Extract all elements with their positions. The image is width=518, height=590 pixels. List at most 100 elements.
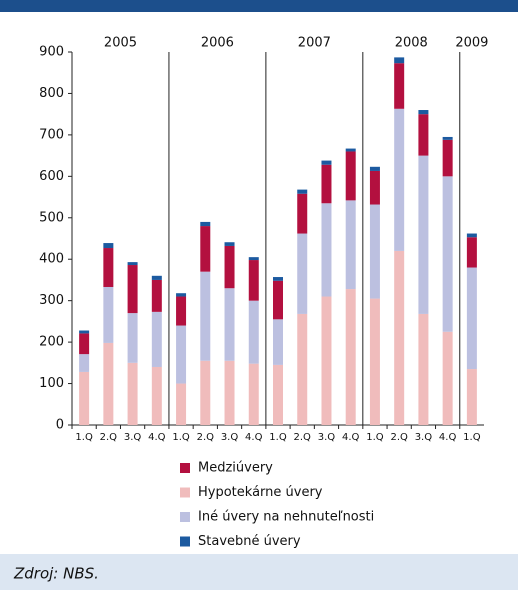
bar-segment	[466, 369, 477, 425]
legend-label: Medziúvery	[198, 461, 273, 476]
bar-segment	[369, 170, 380, 205]
bar-segment	[176, 325, 187, 384]
bar-segment	[103, 248, 114, 287]
y-tick-label: 300	[39, 293, 64, 308]
bar-segment	[369, 204, 380, 299]
y-tick-label: 200	[39, 335, 64, 350]
bar-segment	[200, 226, 211, 272]
x-tick-label: 4.Q	[439, 432, 457, 443]
bar-segment	[176, 296, 187, 326]
bar-segment	[103, 342, 114, 425]
bar-segment	[248, 260, 259, 301]
bar-segment	[273, 280, 283, 320]
bar-segment	[321, 160, 332, 165]
bar-segment	[442, 136, 453, 140]
legend-swatch	[180, 487, 190, 498]
bar-segment	[103, 243, 114, 249]
bar-segment	[273, 319, 283, 365]
bar-segment	[345, 148, 356, 152]
x-tick-label: 2.Q	[100, 432, 118, 443]
bar-segment	[151, 311, 162, 367]
legend-label: Hypotekárne úvery	[198, 485, 323, 500]
bar-segment	[321, 164, 332, 204]
bar-segment	[321, 203, 332, 297]
y-tick-label: 900	[39, 45, 64, 60]
bar-segment	[394, 57, 405, 64]
bar-segment	[176, 293, 187, 297]
bar-segment	[297, 189, 308, 194]
y-tick-label: 600	[39, 169, 64, 184]
bar-segment	[224, 288, 235, 361]
bar-segment	[224, 245, 235, 289]
bar-segment	[79, 330, 90, 334]
y-tick-label: 700	[39, 127, 64, 142]
bar-segment	[466, 233, 477, 238]
bar-segment	[369, 166, 380, 171]
bar-segment	[297, 193, 308, 234]
x-tick-label: 3.Q	[415, 432, 433, 443]
x-tick-label: 1.Q	[463, 432, 481, 443]
footer-band	[0, 554, 518, 590]
bar-segment	[151, 279, 162, 312]
bar-segment	[200, 271, 211, 361]
year-label: 2009	[455, 36, 488, 51]
bar-segment	[297, 313, 308, 425]
bar-segment	[127, 313, 138, 363]
x-tick-label: 4.Q	[245, 432, 263, 443]
bar-segment	[394, 108, 405, 251]
y-tick-label: 800	[39, 86, 64, 101]
source: Zdroj: NBS.	[13, 565, 99, 583]
bar-segment	[369, 298, 380, 425]
bar-segment	[200, 221, 211, 227]
bar-segment	[103, 286, 114, 343]
bar-segment	[127, 262, 138, 266]
bar-segment	[345, 289, 356, 425]
year-label: 2005	[104, 36, 137, 51]
bar-segment	[176, 383, 187, 425]
bar-segment	[273, 277, 283, 281]
bar-segment	[418, 155, 429, 314]
bar-segment	[224, 360, 235, 425]
bar-segment	[248, 257, 259, 261]
x-tick-label: 4.Q	[148, 432, 166, 443]
x-tick-label: 1.Q	[269, 432, 287, 443]
x-tick-label: 1.Q	[366, 432, 384, 443]
bar-segment	[79, 354, 90, 372]
bar-segment	[273, 364, 283, 425]
y-tick-label: 100	[39, 376, 64, 391]
x-tick-label: 2.Q	[390, 432, 408, 443]
bar-segment	[151, 275, 162, 280]
bar-segment	[442, 176, 453, 332]
bar-segment	[418, 114, 429, 156]
legend-swatch	[180, 512, 190, 522]
x-tick-label: 1.Q	[172, 432, 190, 443]
x-tick-label: 3.Q	[318, 432, 336, 443]
bar-segment	[394, 63, 405, 109]
bar-segment	[394, 250, 405, 425]
bar-segment	[345, 151, 356, 201]
y-tick-label: 0	[56, 418, 64, 433]
bar-segment	[248, 300, 259, 364]
bar-segment	[418, 313, 429, 425]
x-tick-label: 4.Q	[342, 432, 360, 443]
legend-label: Iné úvery na nehnuteľnosti	[198, 510, 374, 525]
bar-segment	[466, 237, 477, 268]
bar-segment	[127, 265, 138, 314]
bar-segment	[418, 110, 429, 115]
bar-segment	[224, 242, 235, 246]
bar-segment	[200, 360, 211, 425]
bar-segment	[466, 267, 477, 370]
bar-segment	[442, 139, 453, 177]
bar-segment	[79, 371, 90, 425]
legend-swatch	[180, 463, 190, 473]
bar-segment	[79, 333, 90, 355]
bar-segment	[345, 200, 356, 290]
x-tick-label: 3.Q	[221, 432, 239, 443]
x-tick-label: 1.Q	[75, 432, 93, 443]
year-label: 2007	[298, 36, 331, 51]
year-label: 2006	[201, 36, 234, 51]
bar-segment	[321, 296, 332, 425]
y-tick-label: 500	[39, 210, 64, 225]
